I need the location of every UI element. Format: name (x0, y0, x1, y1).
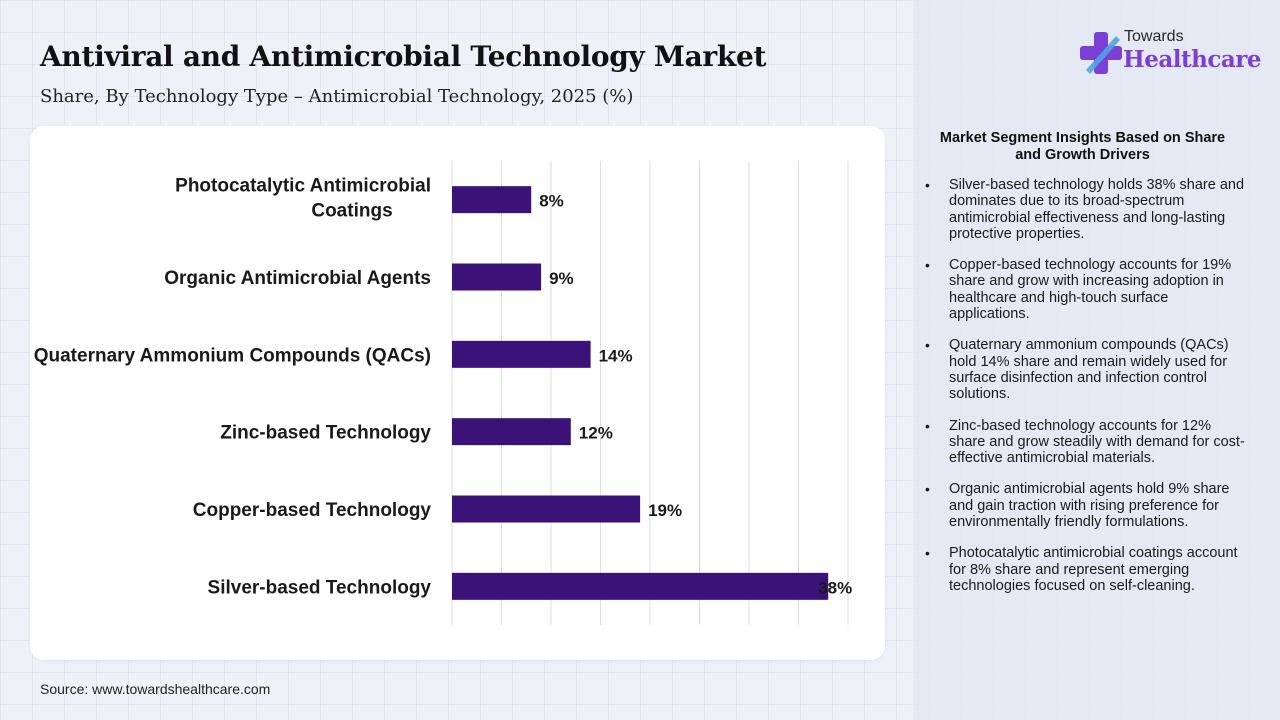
insight-item: Zinc-based technology accounts for 12% s… (925, 418, 1245, 467)
chart-card: Photocatalytic Antimicrobial Coatings 8% Or… (30, 126, 885, 660)
bar (452, 186, 532, 214)
value-label: 14% (599, 346, 633, 365)
category-label: Copper-based Technology (193, 500, 432, 521)
value-label: 12% (579, 424, 613, 443)
source-note: Source: www.towardshealthcare.com (40, 681, 271, 697)
category-label: Organic Antimicrobial Agents (164, 268, 431, 289)
brand-logo: Towards Healthcare (1080, 28, 1262, 78)
brand-name-line2: Healthcare (1123, 46, 1262, 73)
value-label: 9% (549, 269, 574, 288)
medical-cross-icon (1080, 32, 1122, 74)
category-label: Silver-based Technology (208, 577, 432, 598)
category-label: Photocatalytic Antimicrobial Coatings (175, 176, 431, 222)
value-label: 19% (648, 501, 682, 520)
category-label: Zinc-based Technology (220, 423, 431, 444)
value-label: 8% (539, 192, 564, 211)
insight-item: Quaternary ammonium compounds (QACs) hol… (925, 337, 1245, 402)
category-label: Quaternary Ammonium Compounds (QACs) (34, 345, 431, 366)
bar (452, 572, 829, 600)
insight-item: Copper-based technology accounts for 19%… (925, 257, 1245, 322)
bar (452, 418, 571, 446)
insight-item: Photocatalytic antimicrobial coatings ac… (925, 545, 1245, 594)
insights-list: Silver-based technology holds 38% share … (925, 177, 1245, 609)
bar (452, 263, 542, 291)
bar-chart: Photocatalytic Antimicrobial Coatings 8% Or… (34, 161, 852, 625)
page-subtitle: Share, By Technology Type – Antimicrobia… (40, 86, 634, 107)
insight-item: Silver-based technology holds 38% share … (925, 177, 1245, 242)
insight-item: Organic antimicrobial agents hold 9% sha… (925, 481, 1245, 530)
brand-name-line1: Towards (1124, 28, 1184, 45)
bar (452, 495, 641, 523)
chart-bars: Photocatalytic Antimicrobial Coatings 8% Or… (34, 176, 852, 600)
bar (452, 340, 591, 368)
page-title: Antiviral and Antimicrobial Technology M… (40, 40, 767, 73)
insights-title: Market Segment Insights Based on Share a… (939, 130, 1226, 163)
value-label: 38% (818, 578, 852, 597)
chart-grid (451, 161, 849, 625)
